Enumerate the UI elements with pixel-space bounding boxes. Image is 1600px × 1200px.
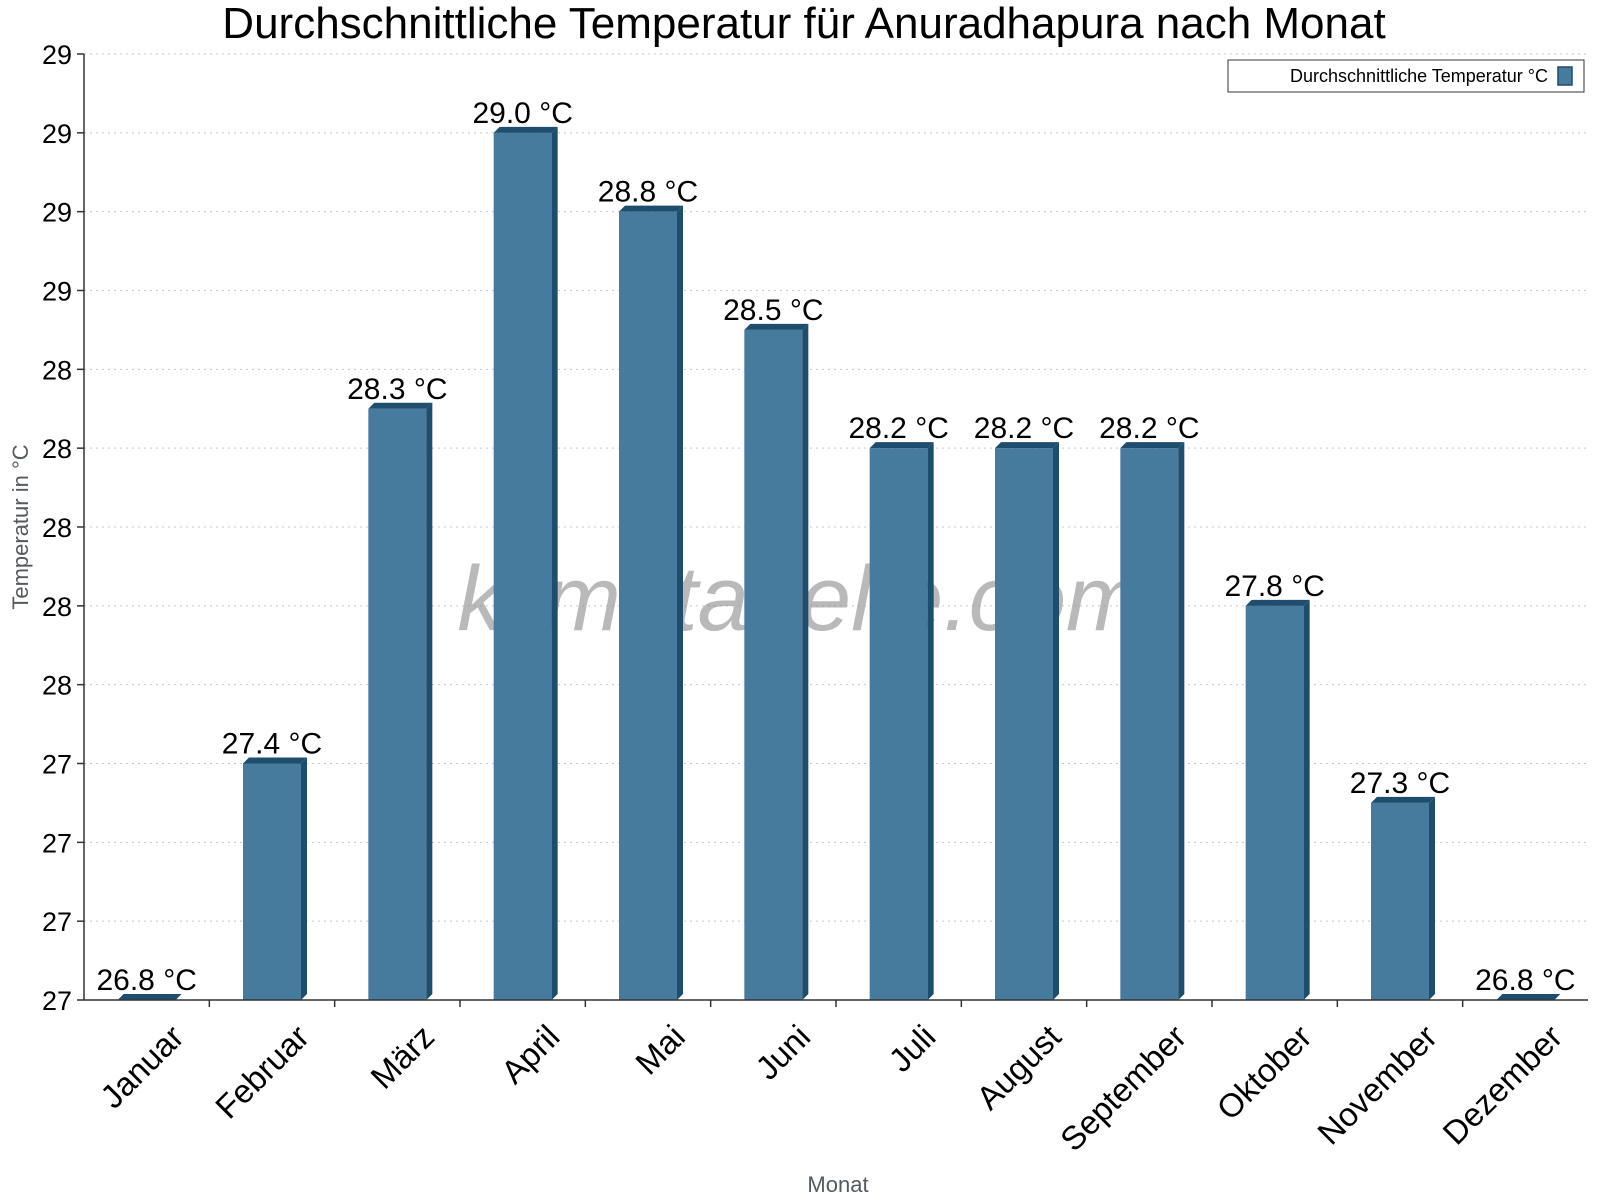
bar bbox=[744, 323, 809, 1001]
bar bbox=[1371, 796, 1435, 1000]
y-tick-label: 27 bbox=[42, 986, 72, 1016]
bar-face bbox=[368, 408, 427, 1000]
legend: Durchschnittliche Temperatur °C bbox=[1227, 59, 1585, 93]
bar bbox=[1245, 599, 1310, 1000]
bar-face bbox=[1120, 448, 1179, 1001]
y-tick-label: 28 bbox=[42, 671, 72, 701]
bar-top bbox=[744, 323, 809, 330]
data-label: 26.8 °C bbox=[1475, 964, 1575, 997]
chart-title: Durchschnittliche Temperatur für Anuradh… bbox=[222, 0, 1385, 48]
y-tick-label: 28 bbox=[42, 434, 72, 464]
x-tick-label: Januar bbox=[93, 1018, 191, 1116]
bar-face bbox=[1245, 605, 1304, 1000]
bar-top bbox=[368, 402, 433, 409]
x-tick-label: Mai bbox=[628, 1018, 692, 1082]
bar-top bbox=[995, 442, 1059, 449]
bar bbox=[243, 757, 307, 1000]
y-axis-ticks: 27 27 27 27 28 28 28 28 28 29 29 29 29 bbox=[42, 40, 84, 1016]
x-tick-label: September bbox=[1053, 1018, 1193, 1158]
x-tick-label: Februar bbox=[208, 1018, 316, 1126]
data-label: 28.3 °C bbox=[347, 373, 447, 406]
x-axis-ticks: Januar Februar März April Mai Juni Juli AugustS… bbox=[93, 1000, 1569, 1158]
x-tick-label: Juli bbox=[881, 1018, 942, 1079]
bar-top bbox=[117, 994, 182, 1000]
legend-label: Durchschnittliche Temperatur °C bbox=[1290, 66, 1548, 86]
x-tick-label: Dezember bbox=[1435, 1018, 1569, 1152]
bar-face bbox=[493, 132, 552, 1001]
bar-side bbox=[301, 757, 307, 1000]
bar-top bbox=[243, 757, 307, 764]
data-label: 28.2 °C bbox=[848, 412, 948, 445]
bar-top bbox=[619, 205, 683, 212]
bar bbox=[619, 205, 683, 1000]
bar-top bbox=[1245, 599, 1310, 606]
x-tick-label: November bbox=[1310, 1018, 1444, 1152]
bar-side bbox=[1178, 442, 1185, 1001]
bar bbox=[368, 402, 433, 1000]
bar-face bbox=[243, 763, 301, 1000]
data-label: 28.8 °C bbox=[598, 176, 698, 209]
bar bbox=[1496, 994, 1561, 1000]
x-tick-label: März bbox=[363, 1018, 441, 1096]
bar-side bbox=[927, 442, 934, 1001]
y-tick-label: 29 bbox=[42, 40, 72, 70]
legend-swatch bbox=[1557, 66, 1573, 86]
bar-face bbox=[995, 448, 1053, 1001]
bar-face bbox=[869, 448, 928, 1001]
data-label: 27.3 °C bbox=[1350, 767, 1450, 800]
bar-top bbox=[493, 126, 558, 133]
data-label: 28.2 °C bbox=[1099, 412, 1199, 445]
data-label: 28.2 °C bbox=[974, 412, 1074, 445]
data-label: 27.4 °C bbox=[222, 728, 322, 761]
bar bbox=[1120, 442, 1185, 1001]
bar-side bbox=[1429, 796, 1435, 1000]
x-axis-title: Monat bbox=[807, 1172, 868, 1197]
bar-side bbox=[426, 402, 433, 1000]
bar-side bbox=[1303, 599, 1310, 1000]
bar-side bbox=[1053, 442, 1059, 1001]
x-tick-label: August bbox=[969, 1018, 1068, 1117]
y-tick-label: 28 bbox=[42, 592, 72, 622]
data-label: 26.8 °C bbox=[96, 964, 196, 997]
bar-top bbox=[1496, 994, 1561, 1000]
x-tick-label: April bbox=[494, 1018, 567, 1091]
x-tick-label: Oktober bbox=[1209, 1018, 1318, 1127]
y-tick-label: 27 bbox=[42, 750, 72, 780]
y-tick-label: 29 bbox=[42, 277, 72, 307]
bar-face bbox=[744, 329, 803, 1001]
bar-face bbox=[1371, 802, 1429, 1000]
y-tick-label: 28 bbox=[42, 355, 72, 385]
data-label: 27.8 °C bbox=[1224, 570, 1324, 603]
y-tick-label: 28 bbox=[42, 513, 72, 543]
y-tick-label: 27 bbox=[42, 907, 72, 937]
bar bbox=[493, 126, 558, 1001]
y-tick-label: 29 bbox=[42, 119, 72, 149]
data-labels: 26.8 °C 27.4 °C 28.3 °C 29.0 °C 28.8 °C 28.5 … bbox=[96, 97, 1575, 997]
bar bbox=[117, 994, 182, 1000]
bar bbox=[995, 442, 1059, 1001]
bar-side bbox=[802, 323, 809, 1001]
bars bbox=[117, 126, 1561, 1001]
bar-side bbox=[551, 126, 558, 1001]
bar-top bbox=[869, 442, 934, 449]
y-tick-label: 27 bbox=[42, 828, 72, 858]
y-tick-label: 29 bbox=[42, 198, 72, 228]
bar-top bbox=[1120, 442, 1185, 449]
bar-top bbox=[1371, 796, 1435, 803]
bar bbox=[869, 442, 934, 1001]
legend-box bbox=[1227, 59, 1585, 93]
data-label: 29.0 °C bbox=[472, 97, 572, 130]
bar-face bbox=[619, 211, 677, 1000]
y-axis-title: Temperatur in °C bbox=[8, 444, 33, 609]
data-label: 28.5 °C bbox=[723, 294, 823, 327]
bar-side bbox=[677, 205, 683, 1000]
x-tick-label: Juni bbox=[748, 1018, 817, 1087]
